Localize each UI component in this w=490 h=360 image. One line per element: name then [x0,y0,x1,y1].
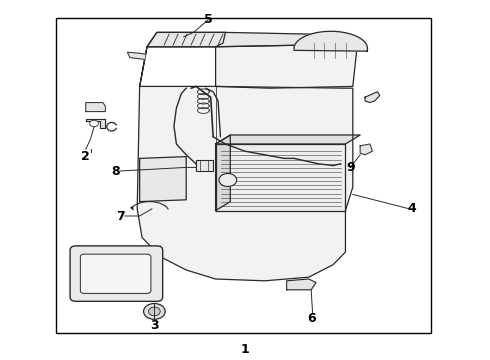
Text: 2: 2 [81,150,90,163]
Text: 8: 8 [111,165,120,177]
Polygon shape [360,144,372,155]
Text: 3: 3 [150,319,159,332]
FancyBboxPatch shape [70,246,163,301]
Circle shape [90,120,98,127]
Polygon shape [216,144,345,211]
Text: 9: 9 [346,161,355,174]
Polygon shape [86,103,105,112]
Polygon shape [140,157,186,202]
Polygon shape [147,32,314,47]
Polygon shape [140,32,225,86]
FancyBboxPatch shape [80,254,151,293]
Polygon shape [216,135,230,211]
Text: 6: 6 [307,312,316,325]
Polygon shape [287,279,316,290]
Circle shape [144,303,165,319]
Bar [56,18,431,333]
Circle shape [148,307,160,316]
Polygon shape [137,86,353,281]
Text: 1: 1 [241,343,249,356]
Bar [196,160,213,171]
Polygon shape [294,31,368,51]
Text: 7: 7 [116,210,124,222]
Polygon shape [127,52,145,59]
Circle shape [219,174,237,186]
Polygon shape [365,92,380,103]
Polygon shape [216,135,360,144]
Text: 4: 4 [407,202,416,215]
Polygon shape [216,34,358,88]
Text: 5: 5 [204,13,213,26]
Polygon shape [86,119,105,128]
